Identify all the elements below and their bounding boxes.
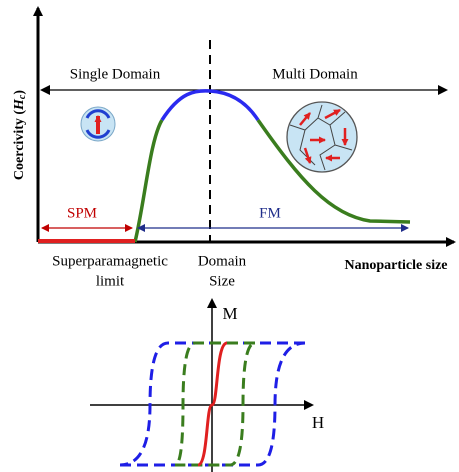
x-axis-label: Nanoparticle size <box>344 258 447 273</box>
region-label: Multi Domain <box>272 66 358 82</box>
hysteresis-red <box>197 341 228 467</box>
domain-size-label: Size <box>209 273 235 289</box>
curve-blue <box>160 89 260 121</box>
y-axis-label: Coercivity (Hc) <box>12 90 28 180</box>
curve-green <box>256 118 411 224</box>
hysteresis-green <box>174 341 256 467</box>
multi-domain-icon <box>286 101 358 173</box>
m-label: M <box>222 304 237 323</box>
fm-label: FM <box>259 205 281 221</box>
label-part: Coercivity ( <box>12 110 27 180</box>
label-part: c <box>17 94 28 99</box>
hysteresis-blue <box>119 341 306 467</box>
limit-label: limit <box>96 273 125 289</box>
label-part: ) <box>12 90 27 95</box>
label-part: H <box>12 98 27 111</box>
spm-label: SPM <box>67 205 97 221</box>
limit-label: Superparamagnetic <box>52 253 168 269</box>
curve-green <box>133 119 164 243</box>
h-label: H <box>312 413 324 432</box>
domain-size-label: Domain <box>198 253 247 269</box>
region-label: Single Domain <box>70 66 161 82</box>
single-domain-icon <box>80 106 116 142</box>
